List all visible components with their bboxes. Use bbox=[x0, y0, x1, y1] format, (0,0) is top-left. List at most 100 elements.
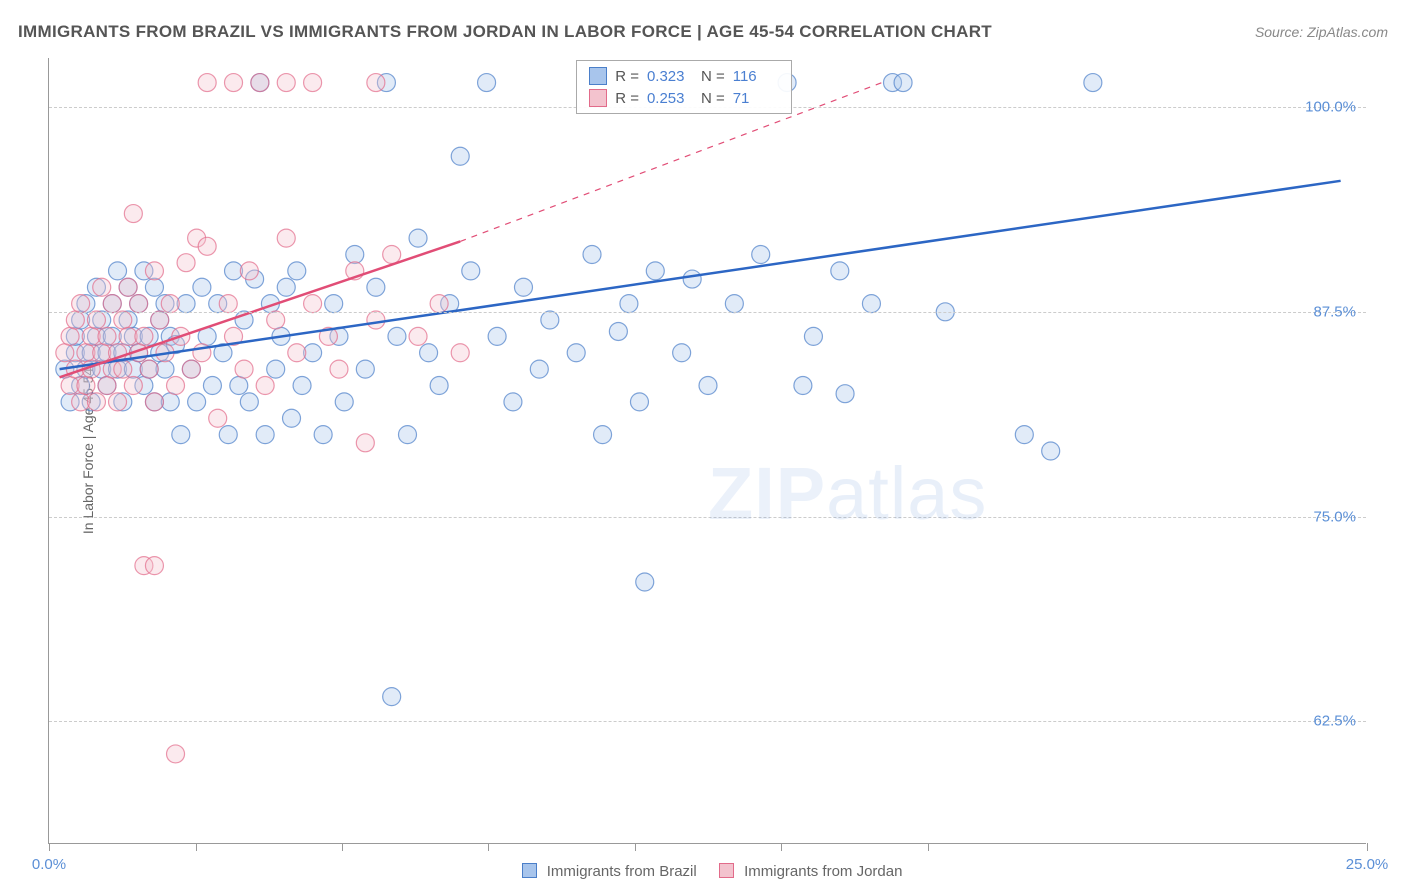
data-point-brazil bbox=[478, 74, 496, 92]
grid-line-h bbox=[49, 312, 1366, 313]
data-point-brazil bbox=[283, 409, 301, 427]
data-point-brazil bbox=[530, 360, 548, 378]
x-tick bbox=[635, 843, 636, 851]
data-point-jordan bbox=[98, 327, 116, 345]
data-point-jordan bbox=[356, 434, 374, 452]
x-tick bbox=[342, 843, 343, 851]
stats-row-jordan: R = 0.253N = 71 bbox=[589, 87, 779, 109]
data-point-jordan bbox=[114, 360, 132, 378]
data-point-jordan bbox=[151, 311, 169, 329]
data-point-brazil bbox=[256, 426, 274, 444]
data-point-brazil bbox=[172, 426, 190, 444]
data-point-brazil bbox=[636, 573, 654, 591]
x-tick bbox=[928, 843, 929, 851]
scatter-plot-svg bbox=[49, 58, 1367, 844]
legend-label-brazil: Immigrants from Brazil bbox=[547, 863, 697, 880]
correlation-stats-box: R = 0.323N = 116R = 0.253N = 71 bbox=[576, 60, 792, 114]
stats-r-value-brazil: 0.323 bbox=[647, 68, 693, 85]
data-point-brazil bbox=[325, 295, 343, 313]
data-point-jordan bbox=[383, 246, 401, 264]
chart-title: IMMIGRANTS FROM BRAZIL VS IMMIGRANTS FRO… bbox=[18, 22, 992, 42]
data-point-jordan bbox=[135, 327, 153, 345]
data-point-jordan bbox=[145, 557, 163, 575]
data-point-jordan bbox=[430, 295, 448, 313]
stats-n-prefix: N = bbox=[701, 90, 725, 107]
data-point-brazil bbox=[630, 393, 648, 411]
data-point-brazil bbox=[398, 426, 416, 444]
data-point-jordan bbox=[145, 262, 163, 280]
data-point-jordan bbox=[109, 393, 127, 411]
data-point-brazil bbox=[383, 688, 401, 706]
data-point-jordan bbox=[367, 311, 385, 329]
data-point-brazil bbox=[504, 393, 522, 411]
legend-label-jordan: Immigrants from Jordan bbox=[744, 863, 902, 880]
data-point-brazil bbox=[145, 278, 163, 296]
data-point-brazil bbox=[594, 426, 612, 444]
data-point-jordan bbox=[87, 311, 105, 329]
data-point-brazil bbox=[240, 393, 258, 411]
data-point-jordan bbox=[304, 74, 322, 92]
data-point-brazil bbox=[367, 278, 385, 296]
plot-area: In Labor Force | Age 45-54 ZIPatlas R = … bbox=[48, 58, 1366, 844]
data-point-jordan bbox=[66, 311, 84, 329]
data-point-jordan bbox=[124, 377, 142, 395]
data-point-jordan bbox=[167, 377, 185, 395]
data-point-brazil bbox=[609, 322, 627, 340]
stats-n-prefix: N = bbox=[701, 68, 725, 85]
data-point-brazil bbox=[1084, 74, 1102, 92]
data-point-brazil bbox=[451, 147, 469, 165]
legend: Immigrants from Brazil Immigrants from J… bbox=[0, 863, 1406, 880]
x-tick bbox=[488, 843, 489, 851]
data-point-jordan bbox=[225, 74, 243, 92]
data-point-jordan bbox=[304, 295, 322, 313]
data-point-brazil bbox=[230, 377, 248, 395]
data-point-jordan bbox=[98, 377, 116, 395]
data-point-jordan bbox=[251, 74, 269, 92]
y-tick-label: 87.5% bbox=[1313, 303, 1356, 320]
data-point-jordan bbox=[61, 327, 79, 345]
data-point-brazil bbox=[894, 74, 912, 92]
data-point-brazil bbox=[673, 344, 691, 362]
stats-r-prefix: R = bbox=[615, 90, 639, 107]
grid-line-h bbox=[49, 517, 1366, 518]
legend-swatch-brazil bbox=[522, 863, 537, 878]
x-tick bbox=[49, 843, 50, 851]
stats-row-brazil: R = 0.323N = 116 bbox=[589, 65, 779, 87]
stats-swatch-jordan bbox=[589, 89, 607, 107]
data-point-brazil bbox=[514, 278, 532, 296]
data-point-brazil bbox=[335, 393, 353, 411]
data-point-brazil bbox=[409, 229, 427, 247]
legend-swatch-jordan bbox=[719, 863, 734, 878]
stats-n-value-jordan: 71 bbox=[733, 90, 779, 107]
data-point-brazil bbox=[462, 262, 480, 280]
data-point-jordan bbox=[103, 295, 121, 313]
data-point-jordan bbox=[56, 344, 74, 362]
data-point-jordan bbox=[145, 393, 163, 411]
data-point-brazil bbox=[346, 246, 364, 264]
data-point-jordan bbox=[277, 74, 295, 92]
data-point-jordan bbox=[119, 278, 137, 296]
x-tick bbox=[781, 843, 782, 851]
data-point-jordan bbox=[240, 262, 258, 280]
y-tick-label: 100.0% bbox=[1305, 99, 1356, 116]
data-point-jordan bbox=[198, 74, 216, 92]
data-point-brazil bbox=[804, 327, 822, 345]
data-point-brazil bbox=[862, 295, 880, 313]
data-point-jordan bbox=[77, 377, 95, 395]
data-point-jordan bbox=[267, 311, 285, 329]
data-point-brazil bbox=[620, 295, 638, 313]
x-tick bbox=[1367, 843, 1368, 851]
data-point-jordan bbox=[330, 360, 348, 378]
data-point-brazil bbox=[752, 246, 770, 264]
data-point-brazil bbox=[541, 311, 559, 329]
data-point-jordan bbox=[277, 229, 295, 247]
data-point-jordan bbox=[235, 360, 253, 378]
data-point-brazil bbox=[725, 295, 743, 313]
data-point-jordan bbox=[124, 205, 142, 223]
data-point-jordan bbox=[130, 295, 148, 313]
data-point-jordan bbox=[93, 278, 111, 296]
data-point-jordan bbox=[140, 360, 158, 378]
data-point-jordan bbox=[72, 295, 90, 313]
data-point-jordan bbox=[209, 409, 227, 427]
data-point-brazil bbox=[420, 344, 438, 362]
